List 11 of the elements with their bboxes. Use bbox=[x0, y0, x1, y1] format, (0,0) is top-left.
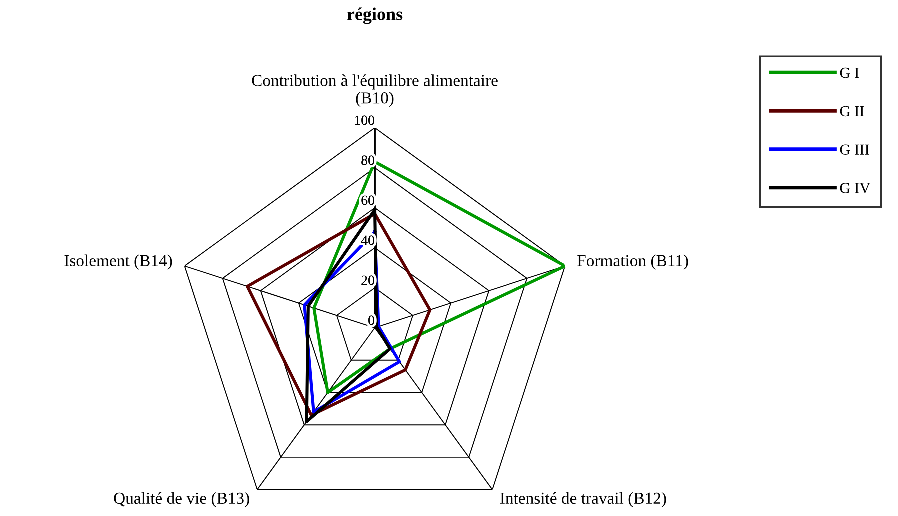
legend-label: G I bbox=[840, 68, 860, 78]
legend-label: G II bbox=[840, 106, 864, 117]
spoke-label: Qualité de vie (B13) bbox=[114, 492, 250, 508]
legend-label: G III bbox=[840, 144, 870, 155]
spoke-label: Isolement (B14) bbox=[64, 254, 172, 270]
spoke-label: Formation (B11) bbox=[578, 254, 688, 270]
legend-label: G IV bbox=[840, 183, 871, 194]
y-tick-label: 100 bbox=[355, 116, 374, 126]
spoke-label: Intensité de travail (B12) bbox=[500, 492, 666, 508]
chart-title: régions bbox=[347, 8, 403, 24]
spoke-label: Contribution à l'équilibre alimentaire (B10) bbox=[252, 74, 498, 108]
